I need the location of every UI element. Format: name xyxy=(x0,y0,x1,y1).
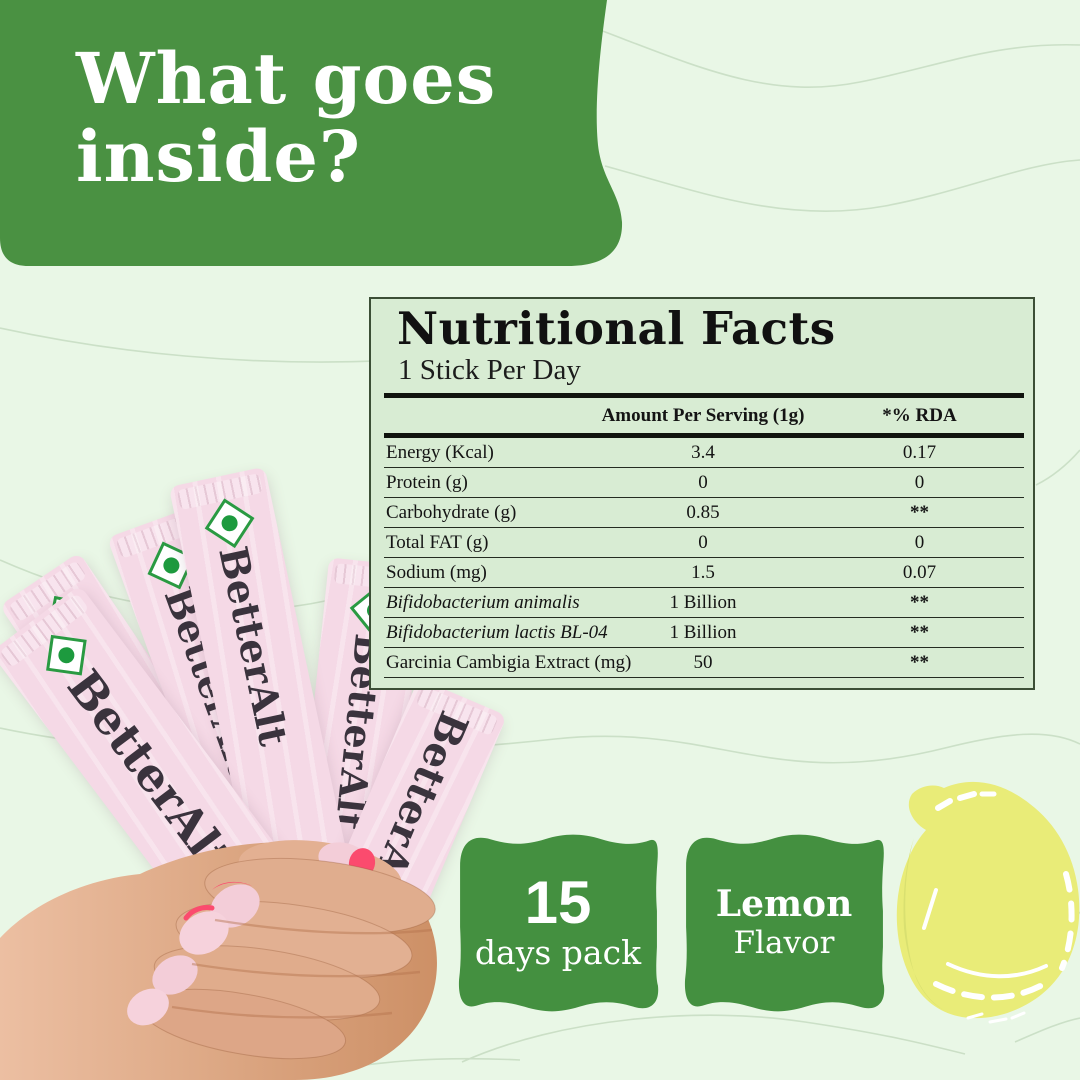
flavor-badge: Lemon Flavor xyxy=(678,826,890,1020)
nutrition-col-rda: *% RDA xyxy=(882,404,957,426)
row-label: Bifidobacterium lactis BL-04 xyxy=(386,621,608,643)
row-amount: 1 Billion xyxy=(669,591,737,613)
flavor-name: Lemon xyxy=(715,882,853,925)
row-amount: 1 Billion xyxy=(669,621,737,643)
nutrition-col-amount: Amount Per Serving (1g) xyxy=(601,404,805,426)
row-rda: ** xyxy=(910,621,929,643)
row-rda: ** xyxy=(910,591,929,613)
row-label: Carbohydrate (g) xyxy=(386,501,517,523)
row-label: Sodium (mg) xyxy=(386,561,487,583)
page-title-line1: What goes xyxy=(76,37,497,120)
row-label: Garcinia Cambigia Extract (mg) xyxy=(386,651,632,673)
row-rda: 0 xyxy=(914,531,925,553)
hand-nails xyxy=(127,881,260,1026)
row-amount: 3.4 xyxy=(691,441,715,463)
pack-count: 15 xyxy=(524,869,592,937)
row-amount: 50 xyxy=(693,651,713,673)
row-rda: 0 xyxy=(914,471,925,493)
page-title-line2: inside? xyxy=(76,115,361,199)
nutrition-title: Nutritional Facts xyxy=(397,302,836,355)
row-amount: 0 xyxy=(698,531,708,553)
brand-diamond-logo-icon xyxy=(46,634,87,676)
page-title: What goes inside? xyxy=(76,37,497,199)
pack-unit: days pack xyxy=(474,933,642,973)
table-row: Bifidobacterium lactis BL-04 1 Billion *… xyxy=(384,618,1024,648)
table-row: Bifidobacterium animalis 1 Billion ** xyxy=(384,588,1024,618)
table-row: Garcinia Cambigia Extract (mg) 50 ** xyxy=(384,648,1024,678)
nutrition-table: Amount Per Serving (1g) *% RDA Energy (K… xyxy=(384,393,1024,678)
row-label: Protein (g) xyxy=(386,471,468,493)
row-rda: 0.07 xyxy=(902,561,937,583)
pack-badge-shape xyxy=(458,834,659,1012)
row-rda: 0.17 xyxy=(902,441,937,463)
row-label: Energy (Kcal) xyxy=(386,441,494,463)
row-rda: ** xyxy=(910,501,929,523)
table-row: Sodium (mg) 1.5 0.07 xyxy=(384,558,1024,588)
nutrition-facts-panel: Nutritional Facts 1 Stick Per Day Amount… xyxy=(369,297,1035,690)
flavor-badge-shape xyxy=(684,834,885,1012)
row-amount: 1.5 xyxy=(691,561,715,583)
row-amount: 0 xyxy=(698,471,708,493)
hand-creases xyxy=(171,918,433,1019)
nutrition-serving-note: 1 Stick Per Day xyxy=(398,354,581,387)
nutrition-col-blank xyxy=(384,396,591,436)
flavor-unit: Flavor xyxy=(733,925,835,962)
hand-fingers xyxy=(139,857,436,1060)
nutrition-header-row: Amount Per Serving (1g) *% RDA xyxy=(384,395,1024,436)
row-label: Bifidobacterium animalis xyxy=(386,591,580,613)
headline-banner xyxy=(0,0,623,266)
row-label: Total FAT (g) xyxy=(386,531,489,553)
lemon-icon xyxy=(896,781,1080,1024)
table-row: Total FAT (g) 0 0 xyxy=(384,528,1024,558)
pack-badge: 15 days pack xyxy=(452,826,664,1020)
table-row: Energy (Kcal) 3.4 0.17 xyxy=(384,436,1024,468)
row-rda: ** xyxy=(910,651,929,673)
table-row: Protein (g) 0 0 xyxy=(384,468,1024,498)
table-row: Carbohydrate (g) 0.85 ** xyxy=(384,498,1024,528)
hand-photo xyxy=(0,840,437,1080)
row-amount: 0.85 xyxy=(686,501,720,523)
